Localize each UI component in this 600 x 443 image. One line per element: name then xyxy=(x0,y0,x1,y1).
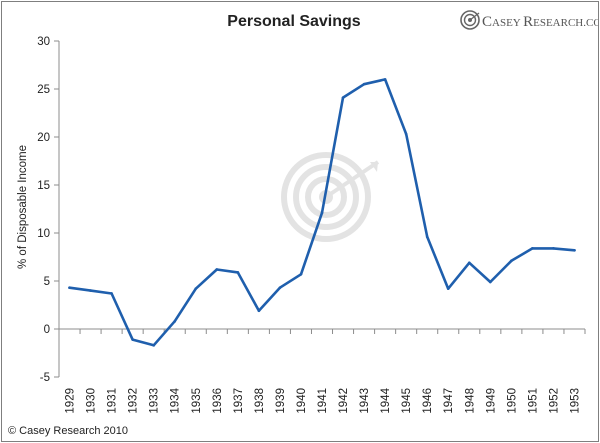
x-tick-label: 1944 xyxy=(380,387,392,413)
x-tick-label: 1945 xyxy=(401,388,413,414)
x-tick-label: 1931 xyxy=(107,388,119,414)
y-tick-label: 25 xyxy=(37,84,50,96)
y-tick-label: -5 xyxy=(40,372,50,384)
x-tick-label: 1953 xyxy=(569,388,581,414)
data-point-1934 xyxy=(173,320,177,323)
y-tick-label: 0 xyxy=(44,324,50,336)
copyright-note: © Casey Research 2010 xyxy=(8,425,128,437)
chart-title: Personal Savings xyxy=(227,13,360,30)
target-icon xyxy=(460,10,480,30)
x-tick-label: 1939 xyxy=(275,388,287,414)
data-point-1950 xyxy=(510,259,513,263)
data-point-1947 xyxy=(446,287,450,290)
x-tick-label: 1952 xyxy=(548,388,560,414)
data-point-1935 xyxy=(194,287,198,290)
x-tick-label: 1940 xyxy=(296,388,308,414)
data-point-1940 xyxy=(299,272,303,276)
x-tick-label: 1948 xyxy=(464,388,476,414)
x-tick-label: 1929 xyxy=(65,388,77,414)
x-tick-label: 1951 xyxy=(527,388,539,414)
data-point-1941 xyxy=(320,211,324,215)
x-tick-label: 1946 xyxy=(422,388,434,414)
data-point-1943 xyxy=(362,82,366,86)
data-point-1942 xyxy=(341,96,345,99)
x-tick-label: 1936 xyxy=(212,388,224,414)
y-tick-label: 10 xyxy=(37,228,50,240)
data-point-1945 xyxy=(404,132,408,136)
x-tick-label: 1941 xyxy=(317,388,329,414)
y-tick-labels: -5 0 5 10 15 20 25 30 xyxy=(37,36,50,384)
y-tick-label: 5 xyxy=(44,276,50,288)
x-tick-label: 1937 xyxy=(233,388,245,414)
data-point-1930 xyxy=(89,289,92,292)
data-point-1937 xyxy=(236,271,240,274)
x-tick-label: 1943 xyxy=(359,388,371,414)
x-tick-label: 1930 xyxy=(86,388,98,414)
x-tick-labels: 1929 1930 1931 1932 1933 1934 1935 1936 1937 1938… xyxy=(65,387,582,413)
x-tick-label: 1942 xyxy=(338,388,350,414)
data-point-1948 xyxy=(467,261,471,265)
data-point-1951 xyxy=(531,247,534,250)
x-tick-label: 1947 xyxy=(443,388,455,414)
x-tick-label: 1938 xyxy=(254,388,266,414)
series-layer xyxy=(68,78,576,347)
data-point-1952 xyxy=(552,247,555,250)
x-tick-label: 1934 xyxy=(170,387,182,413)
y-axis-label: % of Disposable Income xyxy=(17,145,29,269)
data-point-1932 xyxy=(131,338,134,341)
data-point-1939 xyxy=(278,286,282,290)
data-point-1938 xyxy=(257,309,261,313)
data-point-1949 xyxy=(489,280,492,284)
x-tick-label: 1932 xyxy=(128,388,140,414)
x-tick-label: 1933 xyxy=(149,388,161,414)
x-tick-label: 1935 xyxy=(191,388,203,414)
brand-wordmark: CASEY RESEARCH.COM xyxy=(482,14,598,30)
data-point-1946 xyxy=(425,235,429,239)
data-point-1953 xyxy=(573,248,576,252)
y-tick-label: 15 xyxy=(37,180,50,192)
data-point-1933 xyxy=(152,344,155,347)
axes xyxy=(54,40,586,378)
brand-logo: CASEY RESEARCH.COM xyxy=(460,10,598,30)
data-point-1929 xyxy=(68,286,71,290)
y-tick-label: 30 xyxy=(37,36,50,48)
data-point-1936 xyxy=(215,268,219,271)
data-point-1944 xyxy=(383,78,387,81)
y-tick-label: 20 xyxy=(37,132,50,144)
x-tick-label: 1950 xyxy=(506,388,518,414)
watermark-target-logo xyxy=(281,152,380,242)
x-tick-label: 1949 xyxy=(485,388,497,414)
data-point-1931 xyxy=(110,292,113,295)
